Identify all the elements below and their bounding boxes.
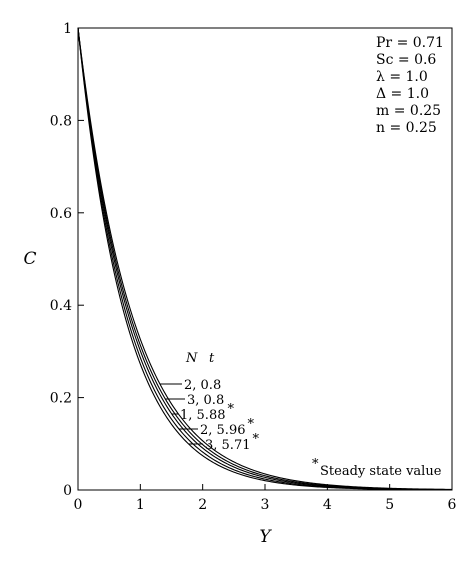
param-lambda: λ = 1.0 xyxy=(376,69,428,85)
legend-label-1: 2, 0.8 xyxy=(184,378,221,393)
x-tick-label: 2 xyxy=(198,497,207,513)
param-n: n = 0.25 xyxy=(376,120,437,136)
y-tick-label: 0.4 xyxy=(50,298,72,314)
legend-items: 2, 0.83, 0.81, 5.88 *2, 5.96 *3, 5.71 * xyxy=(159,378,260,453)
legend-star-3: * xyxy=(228,402,235,417)
y-ticks: 0 0.2 0.4 0.6 0.8 1 xyxy=(50,21,84,499)
note-symbol: * xyxy=(312,457,319,472)
x-tick-label: 4 xyxy=(323,497,332,513)
y-tick-label: 0.8 xyxy=(50,113,72,129)
series-line-5 xyxy=(77,27,453,491)
param-pr: Pr = 0.71 xyxy=(376,35,444,51)
legend-header-n: N xyxy=(185,351,198,366)
legend-header-t: t xyxy=(209,351,215,366)
x-tick-label: 0 xyxy=(74,497,83,513)
legend-star-4: * xyxy=(248,417,255,432)
y-tick-label: 1 xyxy=(63,21,72,37)
x-tick-label: 1 xyxy=(136,497,145,513)
y-tick-label: 0.2 xyxy=(50,391,72,407)
param-delta: Δ = 1.0 xyxy=(376,86,429,102)
y-tick-label: 0 xyxy=(63,483,72,499)
y-tick-label: 0.6 xyxy=(50,206,72,222)
legend: N t 2, 0.83, 0.81, 5.88 *2, 5.96 *3, 5.71 * xyxy=(159,351,260,453)
note-text: Steady state value xyxy=(320,464,442,479)
y-axis-title: C xyxy=(23,249,36,269)
legend-label-5: 3, 5.71 xyxy=(205,438,250,453)
x-tick-label: 5 xyxy=(385,497,394,513)
series-lines xyxy=(77,27,453,491)
legend-label-3: 1, 5.88 xyxy=(180,408,225,423)
param-sc: Sc = 0.6 xyxy=(376,52,436,68)
legend-label-2: 3, 0.8 xyxy=(187,393,224,408)
x-axis-title: Y xyxy=(259,527,272,547)
param-m: m = 0.25 xyxy=(376,103,441,119)
x-ticks: 0 1 2 3 4 5 6 xyxy=(74,484,457,513)
x-tick-label: 6 xyxy=(448,497,457,513)
steady-state-note: * Steady state value xyxy=(312,457,442,479)
legend-star-5: * xyxy=(253,432,260,447)
parameters-box: Pr = 0.71 Sc = 0.6 λ = 1.0 Δ = 1.0 m = 0… xyxy=(376,35,444,136)
x-tick-label: 3 xyxy=(261,497,270,513)
legend-label-4: 2, 5.96 xyxy=(200,423,245,438)
